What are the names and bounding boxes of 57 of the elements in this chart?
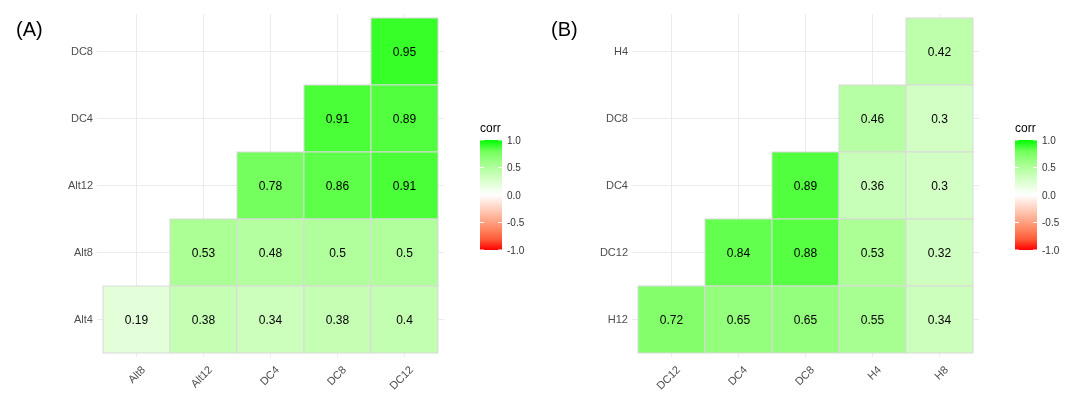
chart-title: (B) (551, 18, 578, 40)
color-bar-label: 0.0 (507, 189, 522, 201)
data-label: 0.89 (392, 111, 417, 126)
data-label: 0.53 (860, 245, 885, 260)
data-label: 0.34 (927, 312, 952, 327)
data-label: 0.46 (860, 111, 885, 126)
color-bar-label: 1.0 (1042, 134, 1057, 146)
data-label: 0.65 (726, 312, 751, 327)
color-bar-label: -1.0 (507, 244, 525, 256)
y-tick-label: DC4 (605, 179, 628, 192)
data-label: 0.88 (793, 245, 818, 260)
data-label: 0.5 (329, 245, 347, 260)
color-bar-label: 0.5 (1042, 162, 1057, 173)
y-tick-label: H12 (607, 313, 628, 326)
data-label: 0.78 (258, 178, 283, 193)
x-tick-label: H4 (864, 363, 884, 382)
data-label: 0.5 (396, 245, 414, 260)
data-label: 0.53 (191, 245, 216, 260)
color-bar-title: corr (480, 121, 501, 135)
y-tick-label: DC4 (70, 112, 93, 125)
data-label: 0.32 (927, 245, 952, 260)
y-tick-label: H4 (613, 45, 628, 58)
x-tick-label: H8 (931, 363, 951, 382)
color-bar-label: 0.5 (507, 162, 522, 173)
data-label: 0.38 (325, 312, 350, 327)
data-label: 0.86 (325, 178, 350, 193)
data-label: 0.72 (659, 312, 684, 327)
y-tick-label: Alt12 (67, 179, 93, 192)
color-bar-label: -0.5 (507, 217, 525, 228)
y-tick-label: DC8 (605, 112, 628, 125)
x-tick-label: Alt8 (125, 363, 148, 386)
y-tick-label: DC8 (70, 45, 93, 58)
data-label: 0.48 (258, 245, 283, 260)
data-label: 0.91 (392, 178, 417, 193)
data-label: 0.55 (860, 312, 885, 327)
data-label: 0.19 (124, 312, 149, 327)
color-bar-label: 1.0 (507, 134, 522, 146)
data-label: 0.3 (931, 178, 949, 193)
data-label: 0.3 (931, 111, 949, 126)
chart-title: (A) (16, 18, 43, 40)
data-label: 0.91 (325, 111, 350, 126)
data-label: 0.42 (927, 44, 952, 59)
y-tick-label: Alt8 (74, 246, 93, 259)
data-label: 0.38 (191, 312, 216, 327)
data-label: 0.95 (392, 44, 417, 59)
data-label: 0.34 (258, 312, 283, 327)
data-label: 0.4 (396, 312, 414, 327)
data-label: 0.36 (860, 178, 885, 193)
color-bar-label: -0.5 (1042, 217, 1060, 228)
color-bar-title: corr (1015, 121, 1036, 135)
data-label: 0.65 (793, 312, 818, 327)
color-bar-label: 0.0 (1042, 189, 1057, 201)
data-label: 0.84 (726, 245, 751, 260)
data-label: 0.89 (793, 178, 818, 193)
y-tick-label: DC12 (599, 246, 628, 259)
y-tick-label: Alt4 (74, 313, 93, 326)
color-bar-label: -1.0 (1042, 244, 1060, 256)
